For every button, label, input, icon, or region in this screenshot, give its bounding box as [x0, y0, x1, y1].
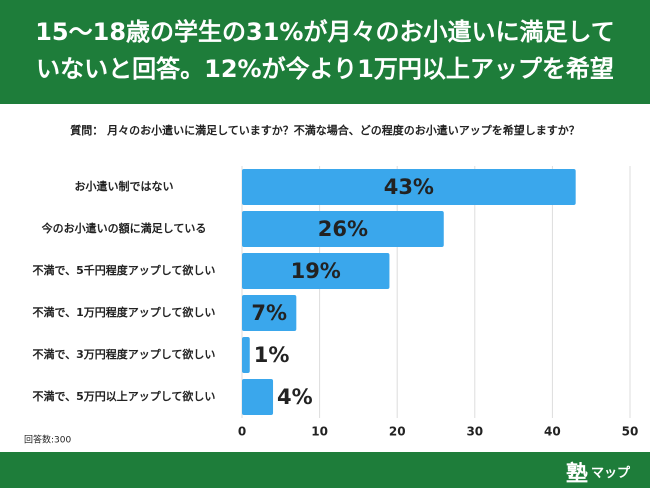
header: 15〜18歳の学生の31%が月々のお小遣いに満足して いないと回答。12%が今よ…	[0, 0, 650, 104]
category-label: 今のお小遣いの額に満足している	[41, 221, 207, 235]
value-label: 7%	[251, 301, 287, 325]
category-label: 不満で、5千円程度アップして欲しい	[33, 263, 216, 277]
logo-text: マップ	[591, 466, 631, 481]
x-tick-label: 0	[238, 425, 246, 439]
x-tick-label: 20	[389, 425, 406, 439]
chart: 質問： 月々のお小遣いに満足していますか？不満な場合、どの程度のお小遣いアップを…	[24, 123, 639, 446]
footer: 塾 マップ	[0, 452, 650, 488]
bar	[242, 169, 576, 205]
value-label: 1%	[254, 343, 290, 367]
x-tick-label: 10	[311, 425, 328, 439]
x-tick-label: 50	[622, 425, 639, 439]
title-line: 15〜18歳の学生の31%が月々のお小遣いに満足して	[35, 18, 615, 46]
category-label: 不満で、5万円以上アップして欲しい	[33, 389, 216, 403]
value-label: 26%	[318, 217, 368, 241]
value-label: 19%	[291, 259, 341, 283]
category-label: 不満で、3万円程度アップして欲しい	[33, 347, 216, 361]
value-label: 4%	[277, 385, 313, 409]
question: 質問： 月々のお小遣いに満足していますか？不満な場合、どの程度のお小遣いアップを…	[70, 123, 580, 137]
note: 回答数:300	[24, 434, 71, 446]
title-line: いないと回答。12%が今より1万円以上アップを希望	[36, 55, 614, 83]
bar	[242, 253, 390, 289]
bar	[242, 379, 274, 415]
x-tick-label: 40	[544, 425, 561, 439]
category-label: 不満で、1万円程度アップして欲しい	[33, 305, 216, 319]
x-tick-label: 30	[466, 425, 483, 439]
value-label: 43%	[384, 175, 434, 199]
bar	[242, 295, 297, 331]
logo-mark: 塾	[566, 462, 589, 487]
category-label: お小遣い制ではない	[75, 179, 174, 193]
bar	[242, 337, 250, 373]
bar	[242, 211, 444, 247]
